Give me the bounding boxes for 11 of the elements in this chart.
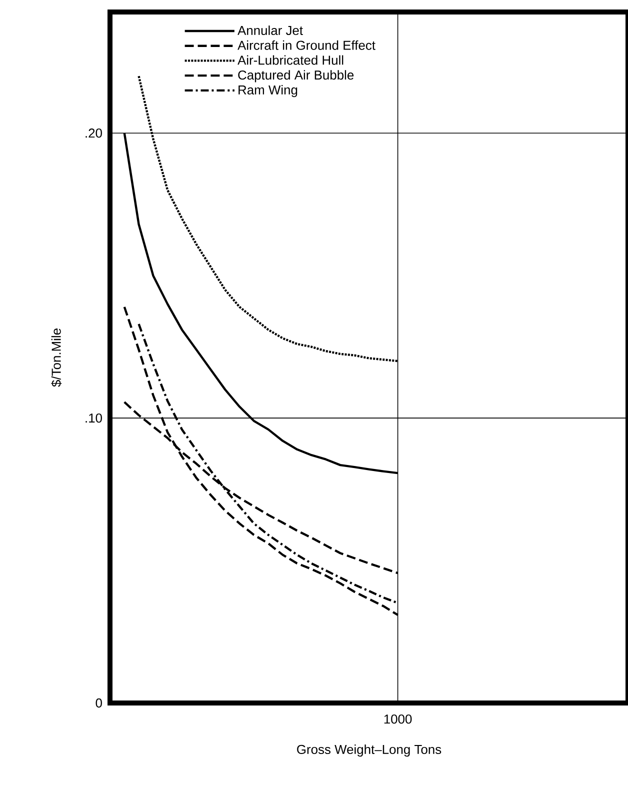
legend-label: Captured Air Bubble	[238, 70, 354, 82]
legend-label: Annular Jet	[238, 26, 303, 36]
y-tick-label: .10	[86, 413, 102, 423]
y-axis-title: $/Ton.Mile	[51, 328, 62, 387]
legend-label: Aircraft in Ground Effect	[238, 40, 376, 50]
x-axis-title: Gross Weight–Long Tons	[297, 744, 442, 757]
x-tick-label: 1000	[384, 714, 412, 724]
y-tick-label: .20	[86, 128, 102, 138]
legend-label: Air-Lubricated Hull	[238, 55, 344, 65]
legend-label: Ram Wing	[238, 84, 298, 98]
y-tick-label: 0	[96, 698, 102, 708]
